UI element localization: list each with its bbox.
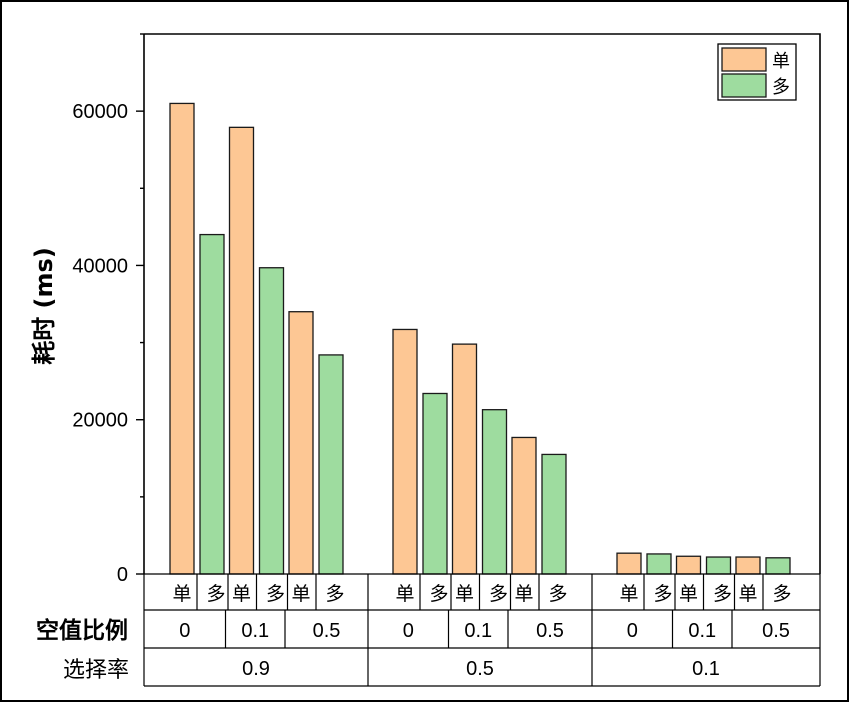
bar-multi bbox=[199, 233, 225, 575]
bar-multi bbox=[318, 354, 344, 575]
row1-cell-label: 单 bbox=[172, 583, 191, 605]
row1-cell-label: 单 bbox=[232, 583, 251, 605]
bar-single bbox=[675, 555, 702, 575]
row2-cell-label: 0 bbox=[403, 620, 414, 642]
table-dividers bbox=[196, 574, 764, 686]
row1-cell-label: 多 bbox=[548, 583, 567, 605]
bar-single bbox=[392, 328, 418, 575]
row1-cell-label: 多 bbox=[206, 583, 225, 605]
row1-cell-label: 多 bbox=[653, 583, 672, 605]
row2-cell-label: 0.1 bbox=[688, 620, 716, 642]
row1-cell-label: 多 bbox=[266, 583, 285, 605]
plot-frame bbox=[143, 33, 821, 574]
y-tick-label: 20000 bbox=[72, 410, 128, 432]
row3-cell-label: 0.1 bbox=[692, 658, 720, 680]
row1-cell-label: 单 bbox=[291, 583, 310, 605]
row2-cell-label: 0.5 bbox=[762, 620, 790, 642]
row2-cell-label: 0.5 bbox=[313, 620, 341, 642]
category-table: 单多单多单多单多单多单多单多单多单多0 0.1 0.50.90 0.1 0.50.50 0… bbox=[36, 573, 821, 687]
row1-cell-label: 单 bbox=[455, 583, 474, 605]
row1-cell-label: 单 bbox=[395, 583, 414, 605]
row1-cell-label: 单 bbox=[619, 583, 638, 605]
bar-single bbox=[511, 436, 537, 575]
bar-multi bbox=[258, 267, 285, 575]
row2-cell-label: 0.1 bbox=[241, 620, 269, 642]
bar-single bbox=[288, 311, 314, 575]
row1-cell-label: 多 bbox=[772, 583, 791, 605]
row-title-null-ratio: 空值比例 bbox=[36, 617, 128, 644]
row1-cell-label: 单 bbox=[738, 583, 757, 605]
row2-cell-label: 0 bbox=[179, 620, 190, 642]
legend-label-single: 单 bbox=[772, 51, 790, 72]
bar-single bbox=[169, 102, 195, 575]
bar-multi bbox=[422, 392, 448, 575]
bar-multi bbox=[541, 453, 567, 575]
bars bbox=[169, 102, 791, 575]
bar-multi bbox=[481, 409, 508, 575]
y-axis-title: 耗时 (ms) bbox=[30, 247, 58, 365]
row2-cell-label: 0.1 bbox=[464, 620, 492, 642]
bar-multi bbox=[646, 553, 672, 575]
bar-single bbox=[228, 126, 255, 575]
row3-cell-label: 0.9 bbox=[242, 658, 270, 680]
table-text: 单多单多单多单多单多单多单多单多单多0 0.1 0.50.90 0.1 0.50.50 0… bbox=[172, 583, 791, 680]
bar-single bbox=[735, 556, 761, 575]
bar-multi bbox=[765, 557, 791, 575]
row3-cell-label: 0.5 bbox=[466, 658, 494, 680]
row2-cell-label: 0.5 bbox=[536, 620, 564, 642]
y-tick-label: 0 bbox=[117, 564, 128, 586]
row1-cell-label: 多 bbox=[489, 583, 508, 605]
legend-swatch-single bbox=[721, 47, 767, 72]
y-tick-label: 60000 bbox=[72, 101, 128, 123]
row-title-selectivity: 选择率 bbox=[63, 658, 129, 683]
row1-cell-label: 多 bbox=[713, 583, 732, 605]
bar-single bbox=[451, 343, 478, 575]
row2-cell-label: 0 bbox=[627, 620, 638, 642]
bar-single bbox=[616, 552, 642, 575]
row1-cell-label: 多 bbox=[325, 583, 344, 605]
legend-swatch-multi bbox=[721, 73, 767, 98]
legend-label-multi: 多 bbox=[772, 77, 790, 98]
row1-cell-label: 单 bbox=[514, 583, 533, 605]
legend: 单 多 bbox=[717, 43, 797, 101]
y-tick-label: 40000 bbox=[72, 255, 128, 277]
y-axis: 0 20000 40000 60000 bbox=[72, 33, 144, 586]
row1-cell-label: 单 bbox=[679, 583, 698, 605]
bar-multi bbox=[705, 556, 732, 575]
row1-cell-label: 多 bbox=[429, 583, 448, 605]
